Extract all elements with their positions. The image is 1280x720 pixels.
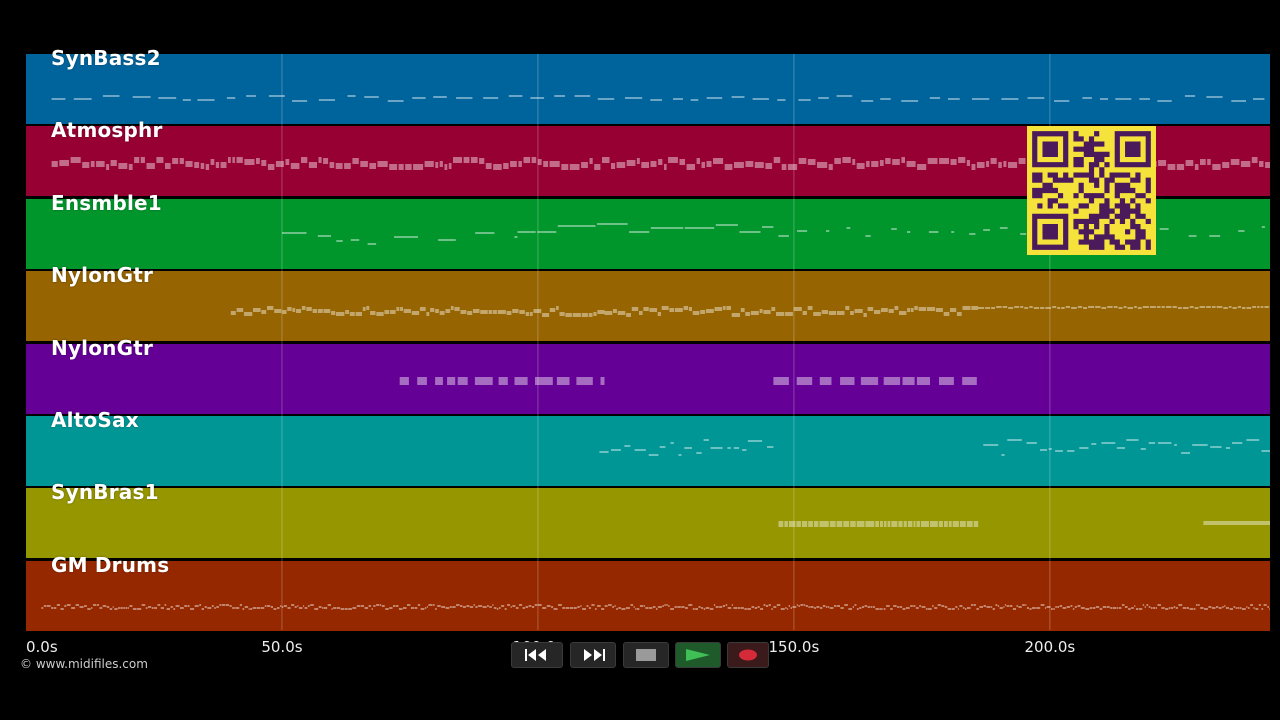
track-lane: GM Drums bbox=[26, 553, 1270, 631]
track-notes bbox=[51, 95, 1265, 102]
fast-forward-button[interactable] bbox=[570, 642, 616, 668]
play-button[interactable] bbox=[675, 642, 721, 668]
track-notes bbox=[399, 377, 977, 385]
rewind-icon bbox=[525, 649, 546, 661]
track-name: Ensmble1 bbox=[51, 190, 162, 215]
track-lane: SynBass2 bbox=[26, 46, 1270, 124]
track-lane: NylonGtr bbox=[26, 336, 1270, 414]
qr-code bbox=[1027, 126, 1156, 255]
track-name: GM Drums bbox=[51, 552, 170, 577]
track-notes bbox=[599, 439, 1270, 456]
track-lane: SynBras1 bbox=[26, 480, 1270, 559]
tick-label: 0.0s bbox=[26, 638, 58, 656]
track-lane: NylonGtr bbox=[26, 263, 1270, 342]
track-name: SynBass2 bbox=[51, 46, 161, 70]
track-name: NylonGtr bbox=[51, 335, 154, 360]
copyright-text: © www.midifiles.com bbox=[20, 657, 148, 671]
track-name: SynBras1 bbox=[51, 480, 159, 505]
stop-icon bbox=[636, 649, 656, 661]
transport-controls bbox=[511, 642, 769, 668]
fast-forward-icon bbox=[584, 649, 605, 661]
track-notes bbox=[778, 521, 1270, 527]
record-icon bbox=[739, 649, 757, 661]
stop-button[interactable] bbox=[623, 642, 669, 668]
track-notes bbox=[230, 306, 1270, 317]
record-button[interactable] bbox=[727, 642, 769, 668]
tick-label: 200.0s bbox=[1024, 638, 1076, 656]
tick-label: 150.0s bbox=[768, 638, 820, 656]
track-lane: AltoSax bbox=[26, 408, 1270, 486]
play-icon bbox=[686, 649, 710, 661]
tick-label: 50.0s bbox=[261, 638, 303, 656]
track-name: Atmosphr bbox=[51, 118, 163, 143]
track-name: AltoSax bbox=[51, 408, 139, 432]
rewind-button[interactable] bbox=[511, 642, 563, 668]
track-name: NylonGtr bbox=[51, 263, 154, 288]
track-notes bbox=[41, 604, 1270, 610]
